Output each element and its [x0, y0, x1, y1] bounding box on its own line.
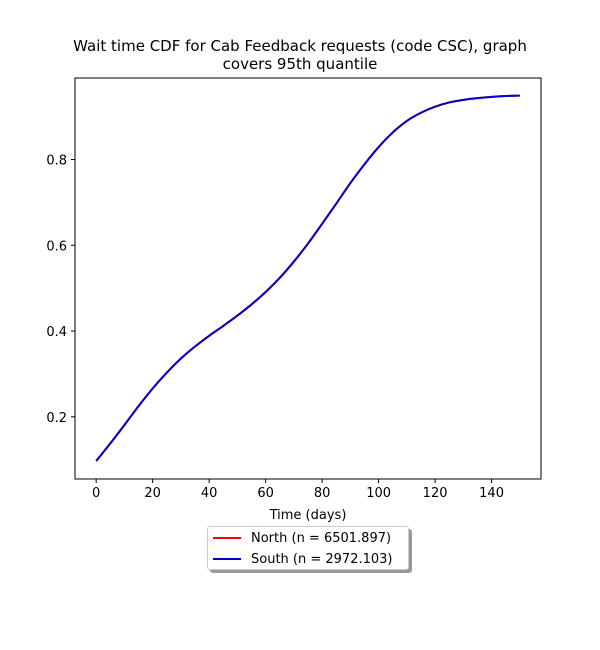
legend-item-north: North (n = 6501.897)	[208, 528, 391, 548]
y-tick-label: 0.6	[46, 239, 67, 254]
chart-title-line-2: covers 95th quantile	[222, 55, 378, 73]
y-tick-label: 0.2	[46, 411, 67, 426]
axes-layer: 0 20 40 60 80 100 120 140 0.2 0.4 0.6 0.8	[46, 153, 504, 501]
legend: North (n = 6501.897) South (n = 2972.103…	[207, 526, 409, 570]
legend-item-south: South (n = 2972.103)	[208, 549, 392, 569]
y-tick-label: 0.8	[46, 153, 67, 168]
x-tick-label: 40	[201, 486, 218, 501]
legend-label-south: South (n = 2972.103)	[251, 551, 393, 567]
x-tick-label: 80	[314, 486, 331, 501]
chart-title-line-1: Wait time CDF for Cab Feedback requests …	[73, 37, 527, 55]
x-tick-label: 100	[366, 486, 391, 501]
x-tick-label: 20	[144, 486, 161, 501]
x-tick-label: 60	[257, 486, 274, 501]
series-line-south	[95, 94, 520, 462]
x-axis-label: Time (days)	[269, 508, 347, 523]
x-tick-label: 0	[92, 486, 100, 501]
x-tick-label: 140	[479, 486, 504, 501]
plot-frame	[74, 77, 542, 480]
legend-label-north: North (n = 6501.897)	[251, 530, 392, 546]
series-line-north	[95, 94, 520, 462]
legend-swatch-south	[213, 558, 241, 560]
x-tick-label: 120	[423, 486, 448, 501]
legend-swatch-north	[213, 537, 241, 539]
series-layer	[95, 94, 520, 462]
y-tick-label: 0.4	[46, 325, 67, 340]
